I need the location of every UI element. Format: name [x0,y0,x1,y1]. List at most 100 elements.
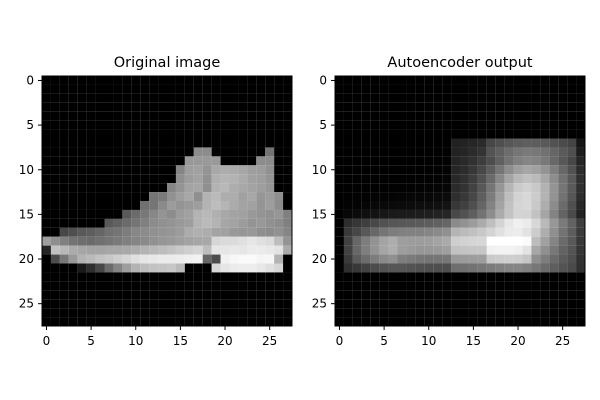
heatmap-cell [42,102,51,112]
heatmap-cell [149,272,159,282]
heatmap-cell [113,84,123,94]
y-tick-label: 10 [19,163,34,177]
heatmap-cell [513,165,523,175]
heatmap-cell [531,165,541,175]
heatmap-cell [433,201,443,210]
heatmap-cell [370,138,380,148]
heatmap-cell [265,227,275,237]
heatmap-cell [104,147,114,157]
heatmap-cell [397,174,407,184]
heatmap-cell [451,147,461,157]
heatmap-cell [549,245,559,255]
heatmap-cell [167,299,176,309]
heatmap-cell [451,129,461,139]
heatmap-cell [50,84,60,94]
heatmap-cell [468,245,478,255]
heatmap-cell [522,263,532,273]
heatmap-cell [283,254,293,264]
heatmap-cell [442,263,452,273]
heatmap-cell [352,183,362,193]
heatmap-cell [184,254,194,264]
heatmap-cell [104,281,114,291]
heatmap-cell [113,263,123,273]
heatmap-cell [220,183,230,193]
heatmap-cell [549,254,559,264]
heatmap-cell [220,102,230,112]
heatmap-cell [477,218,487,228]
heatmap-cell [149,290,159,300]
heatmap-cell [211,192,221,202]
heatmap-cell [397,227,407,237]
heatmap-cell [50,76,60,85]
heatmap-cell [504,209,514,219]
heatmap-cell [558,218,568,228]
heatmap-cell [42,111,51,121]
heatmap-cell [229,218,239,228]
heatmap-cell [86,245,96,255]
heatmap-cell [379,138,389,148]
heatmap-cell [158,272,168,282]
heatmap-cell [424,201,434,210]
heatmap-cell [68,120,78,130]
heatmap-cell [451,290,461,300]
heatmap-cell [549,174,559,184]
heatmap-cell [140,308,150,318]
heatmap-cell [202,254,212,264]
heatmap-cell [184,218,194,228]
heatmap-cell [504,236,514,246]
heatmap-cell [50,165,60,175]
heatmap-cell [513,227,523,237]
heatmap-cell [495,192,505,202]
heatmap-cell [513,183,523,193]
heatmap-cell [352,174,362,184]
heatmap-cell [86,227,96,237]
heatmap-cell [104,120,114,130]
heatmap-cell [468,84,478,94]
heatmap-cell [211,93,221,103]
heatmap-cell [184,111,194,121]
heatmap-cell [343,272,353,282]
heatmap-cell [522,290,532,300]
heatmap-cell [576,290,586,300]
heatmap-cell [495,245,505,255]
heatmap-cell [175,201,185,210]
heatmap-cell [158,317,168,327]
heatmap-cell [42,165,51,175]
heatmap-cell [335,317,344,327]
heatmap-cell [77,174,87,184]
heatmap-cell [229,84,239,94]
heatmap-cell [95,102,105,112]
heatmap-cell [265,209,275,219]
heatmap-cell [274,218,284,228]
heatmap-cell [211,245,221,255]
heatmap-cell [122,201,132,210]
heatmap-cell [495,147,505,157]
heatmap-cell [352,254,362,264]
heatmap-cell [238,281,248,291]
heatmap-cell [352,299,362,309]
heatmap-cell [86,183,96,193]
heatmap-cell [477,174,487,184]
heatmap-cell [202,290,212,300]
heatmap-cell [513,245,523,255]
heatmap-cell [274,263,284,273]
heatmap-cell [42,254,51,264]
heatmap-cell [211,156,221,166]
heatmap-cell [388,317,398,327]
heatmap-cell [68,245,78,255]
heatmap-cell [352,93,362,103]
heatmap-cell [229,272,239,282]
heatmap-cell [184,317,194,327]
heatmap-cell [193,129,203,139]
heatmap-cell [95,111,105,121]
heatmap-cell [335,201,344,210]
heatmap-cell [486,165,496,175]
heatmap-cell [95,254,105,264]
heatmap-cell [549,84,559,94]
heatmap-cell [343,102,353,112]
heatmap-cell [558,272,568,282]
heatmap-cell [283,129,293,139]
heatmap-cell [59,156,69,166]
heatmap-cell [95,174,105,184]
heatmap-cell [158,218,168,228]
